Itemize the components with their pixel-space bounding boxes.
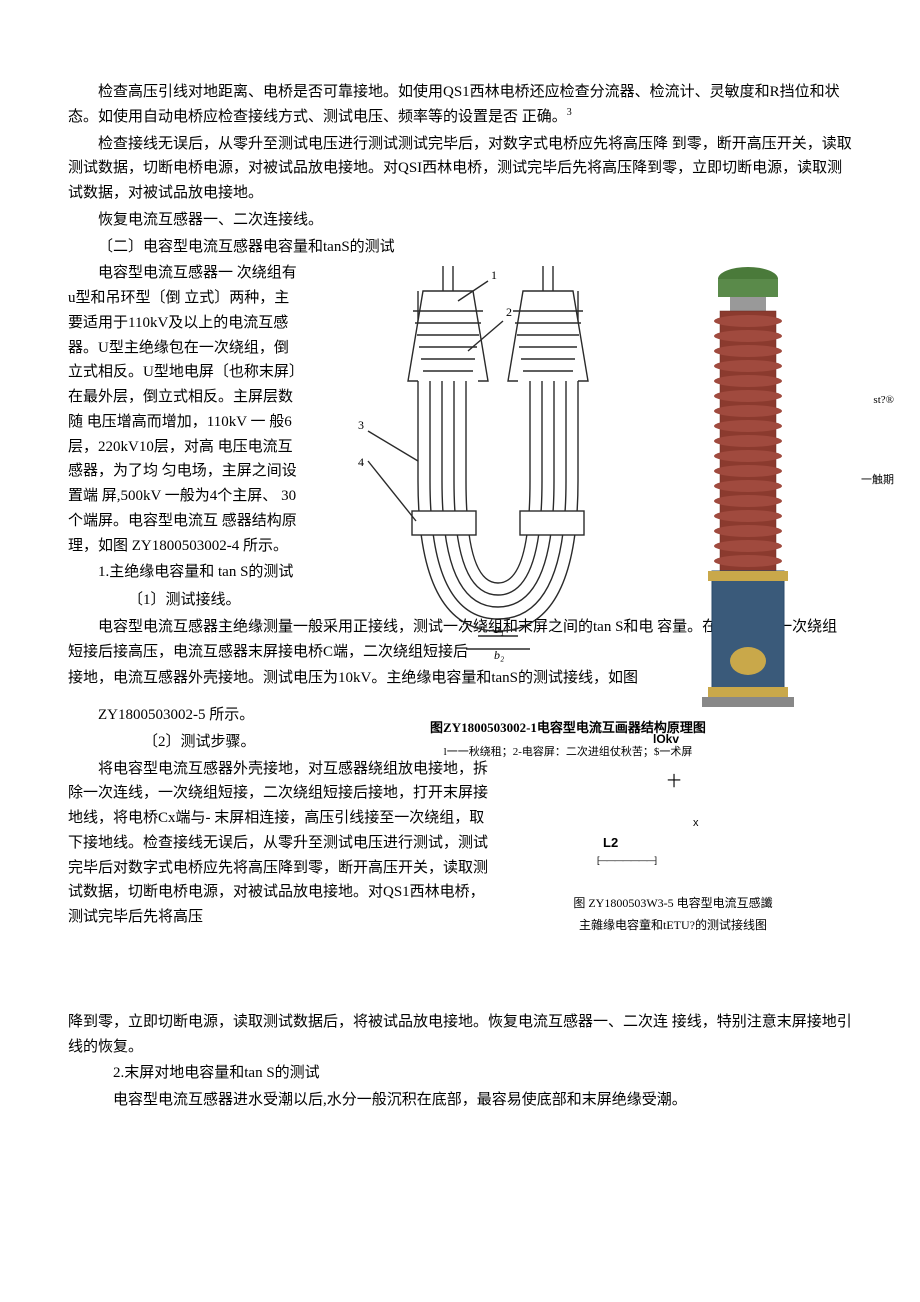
left-block-text-2: 1.主绝缘电容量和 tan S的测试 bbox=[68, 560, 298, 585]
diagram-svg: 1 2 3 4 b₁ b₂ bbox=[328, 261, 668, 671]
figure-1: 1 2 3 4 b₁ b₂ bbox=[298, 261, 838, 761]
paragraph-12: 电容型电流互感器进水受潮以后,水分一般沉积在底部，最容易使底部和末屏绝缘受潮。 bbox=[68, 1088, 852, 1113]
left-column: 电容型电流互感器一 次绕组有u型和吊环型〔倒 立式〕两种，主要适用于110kV及… bbox=[68, 261, 298, 585]
svg-text:b₂: b₂ bbox=[494, 648, 504, 662]
svg-text:3: 3 bbox=[358, 418, 364, 432]
paragraph-9: 〔2〕测试步骤。 bbox=[68, 730, 498, 755]
side-label-b: 一触期 bbox=[861, 471, 894, 489]
schematic-x: x bbox=[693, 814, 699, 832]
u-shape-diagram: 1 2 3 4 b₁ b₂ bbox=[328, 261, 668, 671]
svg-text:4: 4 bbox=[358, 455, 364, 469]
paragraph-1: 检查高压引线对地距离、电桥是否可靠接地。如使用QS1西林电桥还应检查分流器、检流… bbox=[68, 80, 852, 130]
side-label-a: st?® bbox=[873, 391, 894, 409]
lower-float-section: 〔2〕测试步骤。 将电容型电流互感器外壳接地，对互感器绕组放电接地，拆除一次连线… bbox=[68, 730, 852, 1010]
svg-text:b₁: b₁ bbox=[494, 622, 504, 636]
float-section: 电容型电流互感器一 次绕组有u型和吊环型〔倒 立式〕两种，主要适用于110kV及… bbox=[68, 261, 852, 588]
superscript: 3 bbox=[567, 107, 572, 118]
figure-2-caption: 图 ZY1800503W3-5 电容型电流互感讖 bbox=[518, 894, 828, 914]
schematic-l2-dots: [―――――――] bbox=[597, 853, 656, 868]
text: 检查高压引线对地距离、电桥是否可靠接地。如使用QS1西林电桥还应检查分流器、检流… bbox=[68, 84, 840, 125]
schematic-l2: L2 bbox=[603, 832, 618, 853]
paragraph-3: 恢复电流互感器一、二次连接线。 bbox=[68, 208, 852, 233]
figure-2-subcaption: 主雜缘电容童和tETU?的测试接线图 bbox=[518, 916, 828, 936]
schematic-label-top: lOkv bbox=[653, 730, 679, 750]
paragraph-2: 检查接线无误后，从零升至测试电压进行测试测试完毕后，对数字式电桥应先将高压降 到… bbox=[68, 132, 852, 206]
paragraph-4: 〔二〕电容型电流互感器电容量和tanS的测试 bbox=[68, 235, 852, 260]
paragraph-11: 2.末屏对地电容量和tan S的测试 bbox=[68, 1061, 852, 1086]
lower-left-text: 将电容型电流互感器外壳接地，对互感器绕组放电接地，拆除一次连线，一次绕组短接，二… bbox=[68, 757, 498, 930]
svg-text:2: 2 bbox=[506, 305, 512, 319]
lower-right-figure: lOkv 十 x L2 [―――――――] 图 ZY1800503W3-5 电容… bbox=[518, 730, 828, 936]
lower-left-column: 〔2〕测试步骤。 将电容型电流互感器外壳接地，对互感器绕组放电接地，拆除一次连线… bbox=[68, 730, 498, 930]
transformer-render bbox=[688, 261, 808, 711]
left-block-text: 电容型电流互感器一 次绕组有u型和吊环型〔倒 立式〕两种，主要适用于110kV及… bbox=[68, 261, 298, 558]
svg-text:1: 1 bbox=[491, 268, 497, 282]
schematic-diagram: lOkv 十 x L2 [―――――――] bbox=[543, 730, 803, 890]
schematic-cross: 十 bbox=[667, 770, 681, 793]
render-svg bbox=[688, 261, 808, 711]
paragraph-10: 降到零，立即切断电源，读取测试数据后，将被试品放电接地。恢复电流互感器一、二次连… bbox=[68, 1010, 852, 1060]
